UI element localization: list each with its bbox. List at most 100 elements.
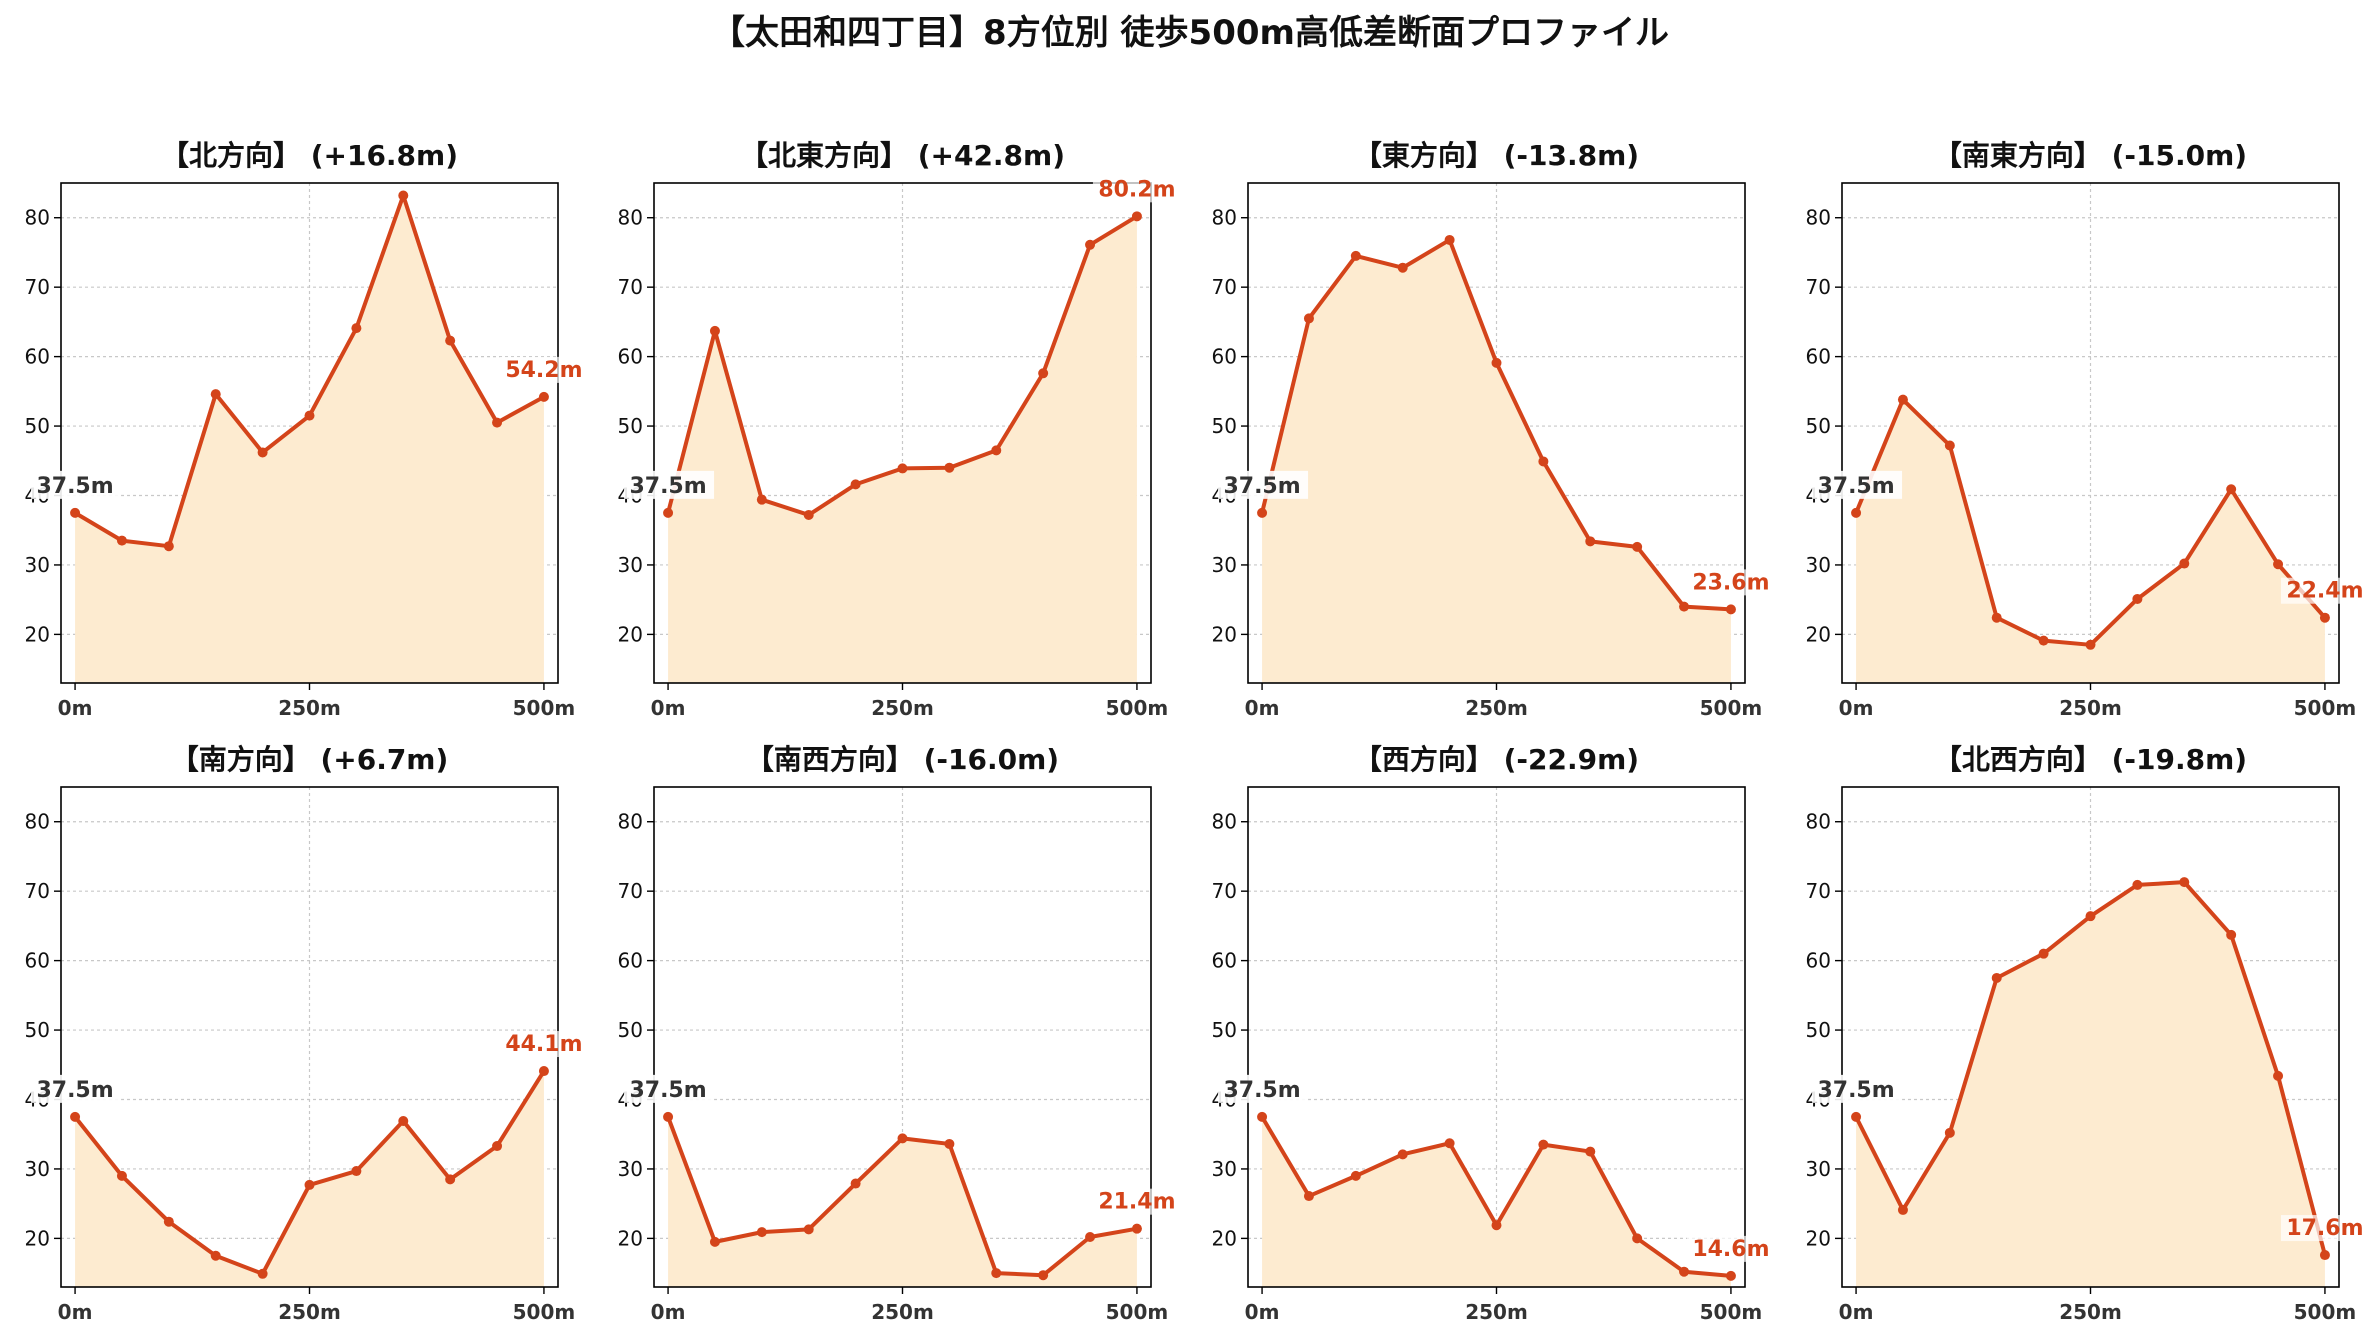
chart-title: 【東方向】 (-13.8m): [1354, 139, 1639, 172]
y-tick-label: 50: [618, 1018, 643, 1042]
y-tick-label: 60: [1806, 949, 1831, 973]
y-tick-label: 60: [1806, 345, 1831, 369]
start-label-box: [624, 1074, 715, 1103]
x-tick-label: 500m: [2294, 1300, 2357, 1324]
x-tick-label: 0m: [1839, 1300, 1874, 1324]
data-point: [2319, 612, 2330, 623]
chart-title: 【北西方向】 (-19.8m): [1934, 743, 2247, 776]
data-point: [1725, 604, 1736, 615]
x-tick-label: 500m: [513, 1300, 576, 1324]
y-tick-label: 80: [25, 206, 50, 230]
data-point: [1085, 239, 1096, 250]
x-tick-label: 0m: [651, 696, 686, 720]
data-point: [398, 1116, 409, 1127]
x-tick-label: 250m: [1465, 1300, 1528, 1324]
data-point: [1444, 234, 1455, 245]
y-tick-label: 30: [1806, 553, 1831, 577]
chart-title: 【西方向】 (-22.9m): [1354, 743, 1639, 776]
area-fill: [1856, 399, 2325, 683]
data-point: [2038, 635, 2049, 646]
data-point: [850, 1178, 861, 1189]
data-point: [1131, 211, 1142, 222]
data-point: [991, 1268, 1002, 1279]
y-tick-label: 80: [25, 810, 50, 834]
data-point: [304, 1179, 315, 1190]
area-fill: [75, 195, 544, 683]
area-fill: [668, 1116, 1137, 1287]
data-point: [1632, 541, 1643, 552]
start-elevation-label: 37.5m: [1223, 1078, 1300, 1103]
y-tick-label: 70: [25, 275, 50, 299]
data-point: [1851, 507, 1862, 518]
end-label-box: [1092, 1188, 1183, 1215]
y-tick-label: 70: [1212, 275, 1237, 299]
end-elevation-label: 80.2m: [1098, 177, 1175, 202]
end-elevation-label: 23.6m: [1692, 570, 1769, 595]
data-point: [1303, 313, 1314, 324]
end-label-box: [2280, 577, 2371, 604]
start-elevation-label: 37.5m: [629, 1078, 706, 1103]
data-point: [445, 1174, 456, 1185]
data-point: [663, 1111, 674, 1122]
profile-chart-4: 【南東方向】 (-15.0m)203040506070800m250m500m3…: [1806, 139, 2371, 720]
data-point: [756, 494, 767, 505]
y-tick-label: 70: [618, 879, 643, 903]
x-tick-label: 250m: [278, 1300, 341, 1324]
data-point: [210, 389, 221, 400]
chart-title: 【南東方向】 (-15.0m): [1934, 139, 2247, 172]
y-tick-label: 30: [618, 553, 643, 577]
chart-title: 【北方向】 (+16.8m): [161, 139, 458, 172]
data-point: [1350, 250, 1361, 261]
data-point: [2132, 879, 2143, 890]
x-tick-label: 0m: [1245, 696, 1280, 720]
data-point: [2179, 877, 2190, 888]
data-point: [1538, 456, 1549, 467]
data-point: [492, 417, 503, 428]
area-fill: [75, 1071, 544, 1287]
data-point: [1038, 368, 1049, 379]
chart-title: 【南西方向】 (-16.0m): [746, 743, 1059, 776]
start-label-box: [1812, 1074, 1903, 1103]
end-elevation-label: 14.6m: [1692, 1237, 1769, 1262]
data-point: [538, 1066, 549, 1077]
start-label-box: [1812, 470, 1903, 499]
data-point: [1491, 357, 1502, 368]
data-point: [1397, 262, 1408, 273]
y-tick-label: 30: [618, 1157, 643, 1181]
data-point: [70, 1111, 81, 1122]
data-point: [1397, 1149, 1408, 1160]
data-point: [351, 323, 362, 334]
y-tick-label: 70: [1806, 879, 1831, 903]
x-tick-label: 0m: [651, 1300, 686, 1324]
data-point: [1085, 1232, 1096, 1242]
y-tick-label: 20: [618, 1226, 643, 1250]
data-point: [1444, 1138, 1455, 1149]
x-tick-label: 0m: [58, 1300, 93, 1324]
x-tick-label: 500m: [2294, 696, 2357, 720]
data-point: [492, 1141, 503, 1152]
start-elevation-label: 37.5m: [36, 1078, 113, 1103]
x-tick-label: 250m: [1465, 696, 1528, 720]
data-point: [116, 535, 127, 546]
data-point: [2085, 639, 2096, 650]
profile-chart-8: 【北西方向】 (-19.8m)203040506070800m250m500m3…: [1806, 743, 2371, 1324]
data-point: [803, 1224, 814, 1235]
data-point: [944, 462, 955, 473]
data-point: [1944, 1127, 1955, 1138]
y-tick-label: 70: [25, 879, 50, 903]
data-point: [709, 1236, 720, 1247]
chart-title: 【北東方向】 (+42.8m): [740, 139, 1065, 172]
end-elevation-label: 54.2m: [505, 358, 582, 383]
data-point: [2273, 559, 2284, 570]
profile-chart-7: 【西方向】 (-22.9m)203040506070800m250m500m37…: [1212, 743, 1777, 1324]
start-label-box: [624, 470, 715, 499]
data-point: [1131, 1223, 1142, 1234]
x-tick-label: 250m: [2059, 1300, 2122, 1324]
data-point: [1944, 440, 1955, 451]
y-tick-label: 60: [25, 345, 50, 369]
x-tick-label: 500m: [1700, 1300, 1763, 1324]
data-point: [1679, 1266, 1690, 1277]
y-tick-label: 60: [1212, 345, 1237, 369]
data-point: [116, 1170, 127, 1181]
